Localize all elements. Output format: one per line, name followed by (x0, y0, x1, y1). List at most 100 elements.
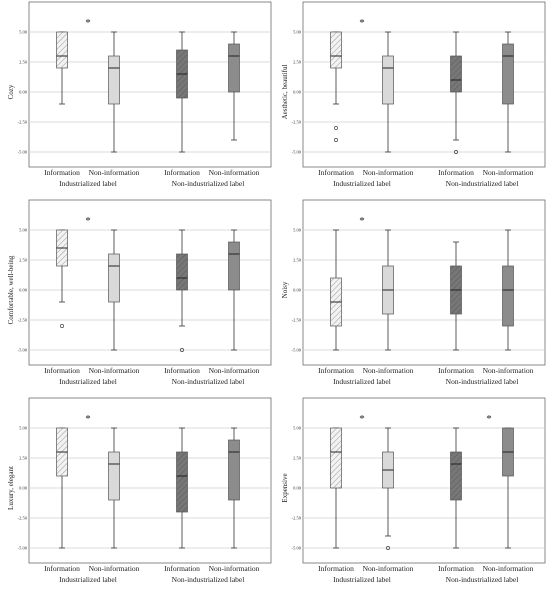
box-iqr (108, 55, 120, 105)
category-label: Information (164, 366, 200, 375)
group-label: Industrialized label (333, 575, 391, 584)
y-tick-label: -5.00 (292, 546, 302, 551)
category-label: Information (438, 168, 474, 177)
box-iqr (330, 427, 342, 489)
y-axis-label: Comfortable, well-being (7, 255, 15, 324)
category-label: Non-information (363, 564, 414, 573)
box-iqr (502, 265, 514, 327)
y-tick-label: -2.50 (18, 516, 28, 521)
y-tick-label: -5.00 (292, 150, 302, 155)
outlier-point (180, 348, 184, 352)
box-iqr (176, 451, 188, 513)
category-label: Non-information (209, 564, 260, 573)
chart-panel-cozy: 5.00 2.50 0.00 -2.50 -5.00 Cozy * Information No… (2, 1, 276, 201)
group-label: Industrialized label (333, 179, 391, 188)
outlier-point (454, 150, 458, 154)
chart-panel-expensive: 5.00 2.50 0.00 -2.50 -5.00 Expensive * * Informa… (276, 397, 550, 597)
y-tick-label: 5.00 (19, 30, 28, 35)
plot-frame (28, 199, 272, 366)
chart-panel-noisy: 5.00 2.50 0.00 -2.50 -5.00 Noisy * Information N… (276, 199, 550, 399)
group-label: Non-industrialized label (446, 377, 519, 386)
category-label: Information (318, 168, 354, 177)
chart-svg-aesthetic: 5.00 2.50 0.00 -2.50 -5.00 Aesthetic, beautif… (281, 1, 546, 188)
chart-svg-luxury: 5.00 2.50 0.00 -2.50 -5.00 Luxury, elegant * In… (7, 397, 272, 584)
plot-frame (28, 397, 272, 564)
box-iqr (450, 451, 462, 501)
y-axis-label: Luxury, elegant (7, 466, 15, 510)
outlier-point (386, 546, 390, 550)
plot-frame (302, 199, 546, 366)
y-tick-label: 0.00 (19, 486, 28, 491)
y-tick-label: 2.50 (19, 258, 28, 263)
y-tick-label: -2.50 (18, 318, 28, 323)
chart-panel-comfortable: 5.00 2.50 0.00 -2.50 -5.00 Comfortable, well-… (2, 199, 276, 399)
y-tick-label: -5.00 (18, 546, 28, 551)
group-label: Non-industrialized label (446, 179, 519, 188)
y-tick-label: -2.50 (18, 120, 28, 125)
y-axis-label: Aesthetic, beautiful (281, 65, 289, 120)
box-iqr (450, 55, 462, 93)
category-label: Non-information (483, 168, 534, 177)
category-label: Information (44, 564, 80, 573)
category-label: Non-information (89, 366, 140, 375)
box-iqr (382, 55, 394, 105)
significance-star: * (85, 17, 91, 29)
chart-svg-cozy: 5.00 2.50 0.00 -2.50 -5.00 Cozy * Information No… (7, 1, 272, 188)
y-tick-label: -2.50 (292, 120, 302, 125)
plot-frame (28, 1, 272, 168)
group-label: Non-industrialized label (172, 575, 245, 584)
y-axis-label: Noisy (281, 281, 289, 298)
outlier-point (334, 138, 338, 142)
category-label: Information (164, 564, 200, 573)
y-tick-label: 2.50 (293, 258, 302, 263)
significance-star: * (486, 413, 492, 425)
category-label: Non-information (89, 168, 140, 177)
category-label: Non-information (89, 564, 140, 573)
y-tick-label: 0.00 (293, 90, 302, 95)
group-label: Non-industrialized label (446, 575, 519, 584)
box-iqr (228, 439, 240, 501)
y-tick-label: 5.00 (293, 426, 302, 431)
y-tick-label: 2.50 (19, 456, 28, 461)
y-axis-label: Expensive (281, 473, 289, 502)
category-label: Non-information (209, 168, 260, 177)
box-iqr (228, 241, 240, 291)
box-iqr (108, 253, 120, 303)
box-iqr (108, 451, 120, 501)
chart-panel-aesthetic: 5.00 2.50 0.00 -2.50 -5.00 Aesthetic, beautif… (276, 1, 550, 201)
plot-frame (302, 1, 546, 168)
group-label: Industrialized label (59, 377, 117, 386)
significance-star: * (85, 413, 91, 425)
category-label: Information (318, 366, 354, 375)
y-tick-label: -5.00 (292, 348, 302, 353)
y-tick-label: 2.50 (293, 60, 302, 65)
y-tick-label: 0.00 (293, 288, 302, 293)
group-label: Industrialized label (333, 377, 391, 386)
y-tick-label: 0.00 (293, 486, 302, 491)
y-tick-label: -2.50 (292, 516, 302, 521)
y-tick-label: 5.00 (19, 426, 28, 431)
category-label: Non-information (483, 564, 534, 573)
box-iqr (228, 43, 240, 93)
box-iqr (330, 31, 342, 69)
y-tick-label: -5.00 (18, 348, 28, 353)
box-iqr (502, 43, 514, 105)
category-label: Non-information (483, 366, 534, 375)
chart-panel-luxury: 5.00 2.50 0.00 -2.50 -5.00 Luxury, elegant * In… (2, 397, 276, 597)
chart-svg-noisy: 5.00 2.50 0.00 -2.50 -5.00 Noisy * Information N… (281, 199, 546, 386)
y-axis-label: Cozy (7, 84, 15, 99)
outlier-point (334, 126, 338, 130)
category-label: Information (44, 366, 80, 375)
significance-star: * (85, 215, 91, 227)
outlier-point (60, 324, 64, 328)
category-label: Non-information (363, 366, 414, 375)
y-tick-label: 2.50 (19, 60, 28, 65)
chart-svg-expensive: 5.00 2.50 0.00 -2.50 -5.00 Expensive * * Informa… (281, 397, 546, 584)
group-label: Industrialized label (59, 575, 117, 584)
significance-star: * (359, 215, 365, 227)
y-tick-label: 0.00 (19, 90, 28, 95)
y-tick-label: -2.50 (292, 318, 302, 323)
box-iqr (176, 253, 188, 291)
group-label: Non-industrialized label (172, 179, 245, 188)
